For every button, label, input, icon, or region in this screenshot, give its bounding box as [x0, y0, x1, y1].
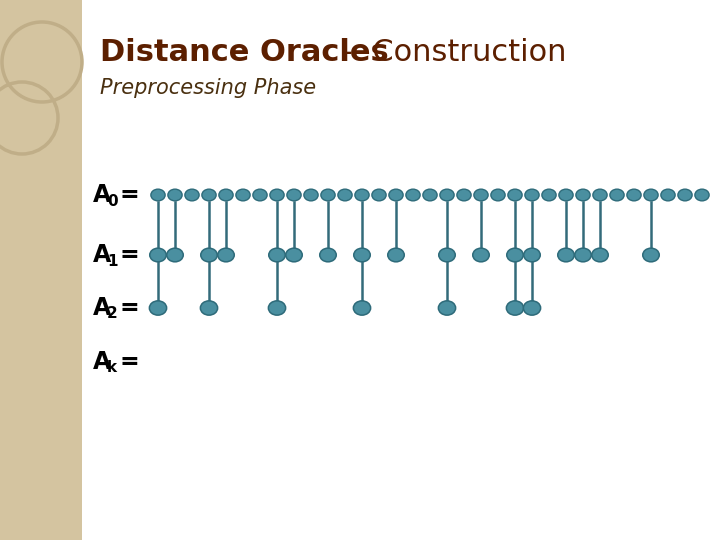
Ellipse shape	[438, 248, 455, 262]
Ellipse shape	[355, 189, 369, 201]
Ellipse shape	[474, 189, 488, 201]
Ellipse shape	[592, 248, 608, 262]
Ellipse shape	[167, 248, 184, 262]
Ellipse shape	[457, 189, 471, 201]
Text: A: A	[93, 296, 112, 320]
Ellipse shape	[354, 301, 371, 315]
Text: 1: 1	[107, 253, 117, 268]
Text: A: A	[93, 243, 112, 267]
Ellipse shape	[507, 248, 523, 262]
Text: A: A	[93, 183, 112, 207]
Ellipse shape	[200, 301, 217, 315]
Ellipse shape	[576, 189, 590, 201]
Ellipse shape	[593, 189, 607, 201]
Ellipse shape	[558, 248, 575, 262]
Ellipse shape	[506, 301, 523, 315]
Text: Preprocessing Phase: Preprocessing Phase	[100, 78, 316, 98]
Ellipse shape	[150, 248, 166, 262]
Text: =: =	[119, 350, 139, 374]
Ellipse shape	[338, 189, 352, 201]
Text: =: =	[119, 183, 139, 207]
Ellipse shape	[389, 189, 403, 201]
Text: Distance Oracles: Distance Oracles	[100, 38, 389, 67]
Ellipse shape	[236, 189, 250, 201]
Text: 0: 0	[107, 193, 117, 208]
Ellipse shape	[201, 248, 217, 262]
Ellipse shape	[695, 189, 709, 201]
Ellipse shape	[644, 189, 658, 201]
Ellipse shape	[473, 248, 490, 262]
Ellipse shape	[406, 189, 420, 201]
Ellipse shape	[372, 189, 386, 201]
Ellipse shape	[525, 189, 539, 201]
Ellipse shape	[523, 248, 540, 262]
Ellipse shape	[354, 248, 370, 262]
Ellipse shape	[388, 248, 404, 262]
Ellipse shape	[321, 189, 335, 201]
Ellipse shape	[440, 189, 454, 201]
Ellipse shape	[423, 189, 437, 201]
Bar	[0, 0, 82, 540]
Ellipse shape	[320, 248, 336, 262]
Ellipse shape	[661, 189, 675, 201]
Ellipse shape	[559, 189, 573, 201]
Ellipse shape	[185, 189, 199, 201]
Ellipse shape	[678, 189, 692, 201]
Ellipse shape	[287, 189, 301, 201]
Ellipse shape	[253, 189, 267, 201]
Ellipse shape	[523, 301, 541, 315]
Text: A: A	[93, 350, 112, 374]
Ellipse shape	[286, 248, 302, 262]
Ellipse shape	[627, 189, 641, 201]
Ellipse shape	[202, 189, 216, 201]
Ellipse shape	[269, 248, 285, 262]
Text: -  Construction: - Construction	[332, 38, 567, 67]
Ellipse shape	[151, 189, 165, 201]
Ellipse shape	[149, 301, 166, 315]
Ellipse shape	[270, 189, 284, 201]
Ellipse shape	[491, 189, 505, 201]
Ellipse shape	[610, 189, 624, 201]
Ellipse shape	[304, 189, 318, 201]
Text: 2: 2	[107, 307, 118, 321]
Ellipse shape	[168, 189, 182, 201]
Ellipse shape	[269, 301, 286, 315]
Ellipse shape	[508, 189, 522, 201]
Ellipse shape	[542, 189, 556, 201]
Ellipse shape	[438, 301, 456, 315]
Text: =: =	[119, 296, 139, 320]
Ellipse shape	[643, 248, 660, 262]
Ellipse shape	[575, 248, 591, 262]
Ellipse shape	[217, 248, 234, 262]
Ellipse shape	[219, 189, 233, 201]
Text: =: =	[119, 243, 139, 267]
Text: k: k	[107, 361, 117, 375]
